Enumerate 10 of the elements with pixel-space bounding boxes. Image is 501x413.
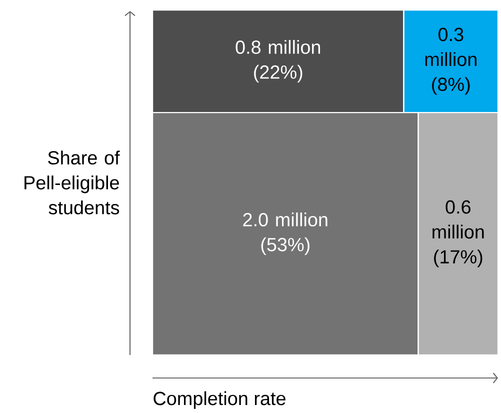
data-label: 2.0 million [243, 212, 328, 226]
data-label: 0.6 million [432, 200, 484, 239]
text: (22%) [254, 64, 302, 83]
text: Share of Pell-eligible students [24, 150, 120, 214]
data-label: 0.3 million [425, 28, 476, 66]
text: Completion rate [154, 391, 286, 409]
data-label: 0.8 million [236, 40, 320, 54]
text: (17%) [434, 250, 482, 268]
text: (53%) [261, 237, 310, 256]
text: (8%) [432, 77, 470, 95]
